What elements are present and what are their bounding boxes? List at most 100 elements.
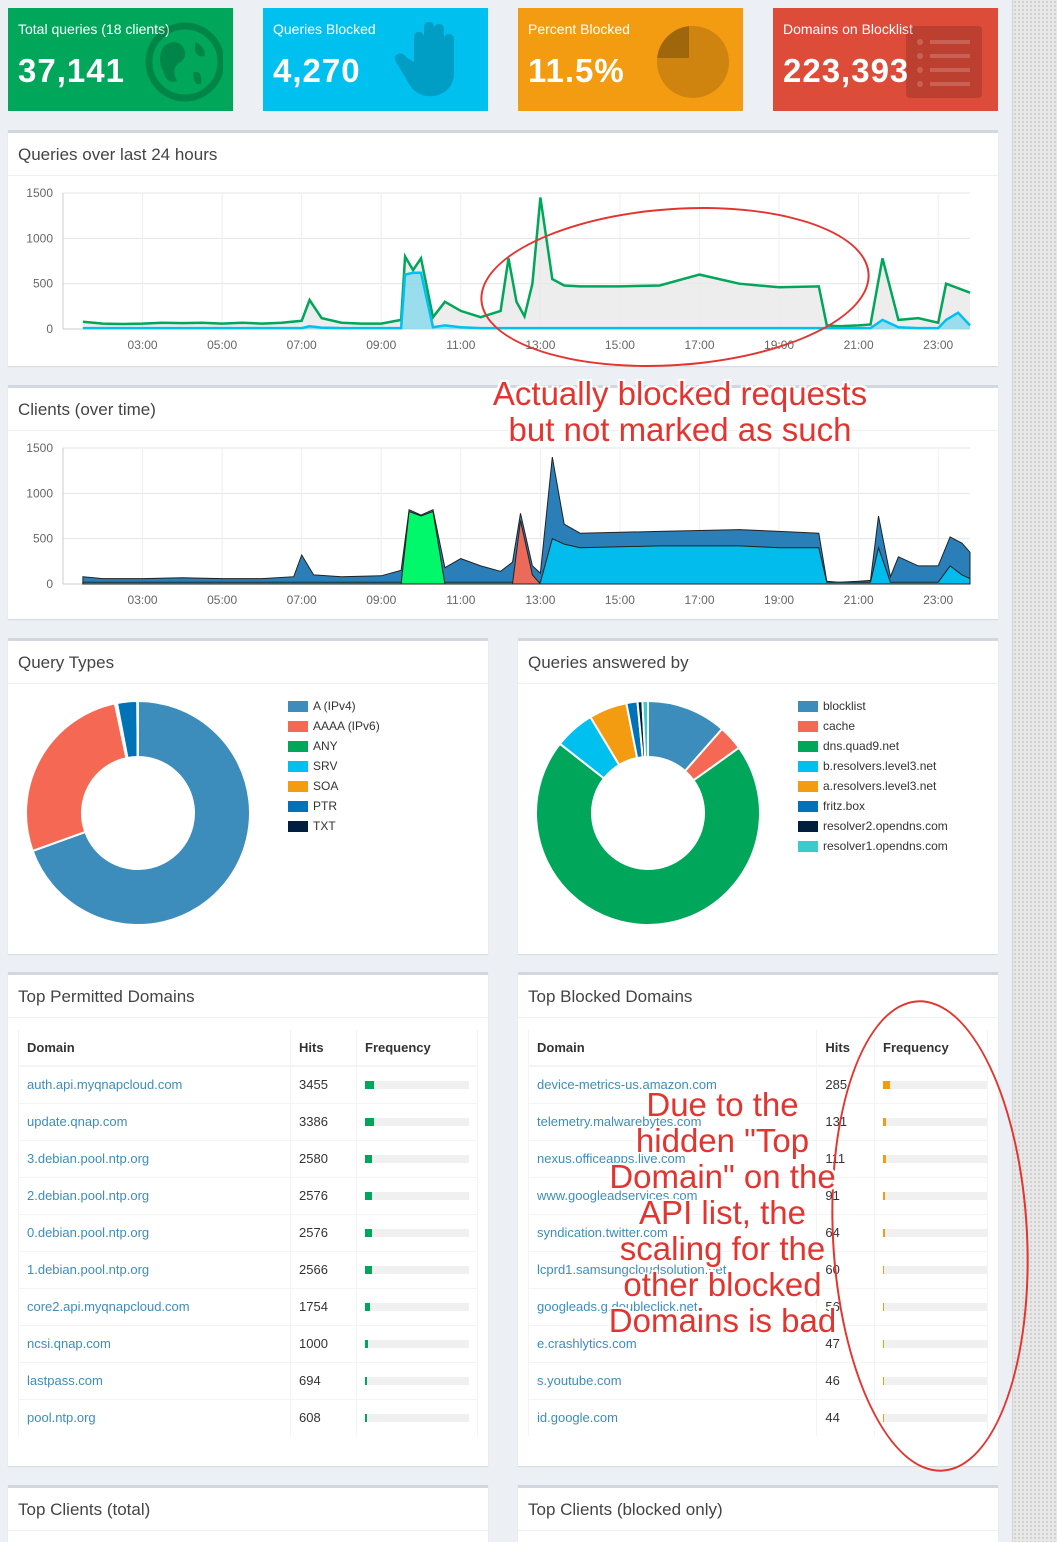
- domain-link[interactable]: auth.api.myqnapcloud.com: [27, 1077, 183, 1093]
- queries-blocked-tile: Queries Blocked 4,270: [263, 8, 488, 111]
- box-title: Top Clients (blocked only): [528, 1500, 723, 1519]
- legend-item[interactable]: AAAA (IPv6): [288, 716, 380, 736]
- x-tick-label: 15:00: [605, 338, 635, 352]
- legend-label: SRV: [313, 759, 338, 773]
- table-row: www.googleadservices.com 91: [527, 1176, 988, 1214]
- total-queries-tile: Total queries (18 clients) 37,141: [8, 8, 233, 111]
- legend-item[interactable]: b.resolvers.level3.net: [798, 756, 948, 776]
- domain-link[interactable]: www.googleadservices.com: [537, 1188, 698, 1203]
- pie-chart-icon: [657, 26, 729, 98]
- legend-swatch: [798, 800, 818, 812]
- legend-item[interactable]: ANY: [288, 736, 380, 756]
- frequency-bar-fill: [365, 1302, 370, 1311]
- globe-icon: [145, 22, 223, 102]
- top-clients-blocked-box: Top Clients (blocked only): [518, 1485, 998, 1542]
- table-row: ncsi.qnap.com 1000: [18, 1324, 478, 1362]
- domain-link[interactable]: telemetry.malwarebytes.com: [537, 1114, 702, 1129]
- frequency-bar-fill: [883, 1302, 885, 1311]
- hits-cell: 1754: [290, 1287, 357, 1325]
- legend-swatch: [288, 720, 308, 732]
- frequency-bar: [883, 1228, 987, 1237]
- domain-link[interactable]: 1.debian.pool.ntp.org: [27, 1262, 150, 1277]
- legend-item[interactable]: TXT: [288, 816, 380, 836]
- domain-link[interactable]: pool.ntp.org: [27, 1410, 96, 1426]
- domain-link[interactable]: lcprd1.samsungcloudsolution.net: [537, 1262, 727, 1277]
- frequency-bar: [365, 1339, 469, 1348]
- x-tick-label: 19:00: [764, 593, 794, 607]
- table-row: syndication.twitter.com 64: [527, 1213, 988, 1251]
- domain-link[interactable]: s.youtube.com: [537, 1373, 622, 1388]
- legend-label: b.resolvers.level3.net: [823, 759, 937, 773]
- frequency-bar-fill: [365, 1191, 372, 1200]
- frequency-bar: [883, 1154, 987, 1163]
- legend-item[interactable]: dns.quad9.net: [798, 736, 948, 756]
- legend-item[interactable]: fritz.box: [798, 796, 948, 816]
- hits-cell: 2580: [290, 1139, 357, 1177]
- domain-link[interactable]: id.google.com: [537, 1410, 618, 1426]
- clients-over-time-chart[interactable]: 0 500 1000 1500 03:00 05:00 07:00 09:00 11:00 13:…: [8, 434, 998, 622]
- legend-label: cache: [823, 719, 856, 733]
- frequency-bar: [883, 1191, 987, 1200]
- domain-link[interactable]: lastpass.com: [27, 1373, 103, 1388]
- legend-item[interactable]: resolver1.opendns.com: [798, 836, 948, 856]
- legend-item[interactable]: blocklist: [798, 696, 948, 716]
- domain-link[interactable]: e.crashlytics.com: [537, 1336, 637, 1351]
- top-blocked-domains-box: Top Blocked Domains Domain Hits Frequenc…: [518, 972, 998, 1466]
- frequency-bar-fill: [883, 1265, 885, 1274]
- x-tick-label: 19:00: [764, 338, 794, 352]
- hits-cell: 694: [290, 1361, 357, 1399]
- frequency-bar-fill: [883, 1413, 885, 1422]
- box-title: Clients (over time): [18, 400, 156, 419]
- legend-swatch: [288, 700, 308, 712]
- x-tick-label: 23:00: [923, 338, 953, 352]
- queries-over-time-chart[interactable]: 0 500 1000 1500 03:00 05:00 07:00 09:00 11:00 13:…: [8, 179, 998, 369]
- legend-label: fritz.box: [823, 799, 866, 813]
- table-row: 1.debian.pool.ntp.org 2566: [18, 1250, 478, 1288]
- legend-swatch: [798, 820, 818, 832]
- frequency-bar-fill: [883, 1117, 887, 1126]
- frequency-bar-fill: [883, 1080, 890, 1089]
- hits-header: Hits: [816, 1030, 875, 1067]
- answered-by-donut-chart[interactable]: [523, 691, 773, 931]
- legend-item[interactable]: cache: [798, 716, 948, 736]
- domain-link[interactable]: nexus.officeapps.live.com: [537, 1151, 686, 1166]
- legend-label: dns.quad9.net: [823, 739, 900, 753]
- x-tick-label: 11:00: [446, 593, 475, 607]
- legend-item[interactable]: A (IPv4): [288, 696, 380, 716]
- legend-swatch: [798, 720, 818, 732]
- domain-link[interactable]: update.qnap.com: [27, 1114, 128, 1129]
- table-row: e.crashlytics.com 47: [527, 1324, 988, 1362]
- hits-cell: 2566: [290, 1250, 357, 1288]
- frequency-bar: [365, 1154, 469, 1163]
- tile-value: 223,393: [783, 52, 910, 89]
- domains-on-blocklist-tile: Domains on Blocklist 223,393: [773, 8, 998, 111]
- legend-label: a.resolvers.level3.net: [823, 779, 937, 793]
- domain-link[interactable]: googleads.g.doubleclick.net: [537, 1299, 698, 1314]
- domain-link[interactable]: core2.api.myqnapcloud.com: [27, 1299, 190, 1314]
- legend-item[interactable]: SRV: [288, 756, 380, 776]
- domain-link[interactable]: 2.debian.pool.ntp.org: [27, 1188, 150, 1203]
- x-tick-label: 13:00: [525, 338, 555, 352]
- query-types-donut-chart[interactable]: [13, 691, 263, 931]
- frequency-bar: [883, 1376, 987, 1385]
- y-tick-label: 1500: [26, 186, 53, 200]
- table-row: telemetry.malwarebytes.com 131: [527, 1102, 988, 1140]
- table-row: 3.debian.pool.ntp.org 2580: [18, 1139, 478, 1177]
- domain-link[interactable]: device-metrics-us.amazon.com: [537, 1077, 717, 1093]
- legend-item[interactable]: resolver2.opendns.com: [798, 816, 948, 836]
- domain-link[interactable]: syndication.twitter.com: [537, 1225, 668, 1240]
- x-tick-label: 09:00: [366, 593, 396, 607]
- domain-link[interactable]: 3.debian.pool.ntp.org: [27, 1151, 150, 1166]
- legend-swatch: [288, 780, 308, 792]
- legend-item[interactable]: SOA: [288, 776, 380, 796]
- domain-link[interactable]: ncsi.qnap.com: [27, 1336, 111, 1351]
- page-scrollbar[interactable]: [1012, 0, 1057, 1542]
- donut-slice: [136, 699, 139, 759]
- frequency-bar: [365, 1413, 469, 1422]
- legend-label: ANY: [313, 739, 338, 753]
- legend-item[interactable]: a.resolvers.level3.net: [798, 776, 948, 796]
- domain-link[interactable]: 0.debian.pool.ntp.org: [27, 1225, 150, 1240]
- hand-icon: [394, 22, 454, 97]
- series-line: [82, 197, 971, 328]
- legend-item[interactable]: PTR: [288, 796, 380, 816]
